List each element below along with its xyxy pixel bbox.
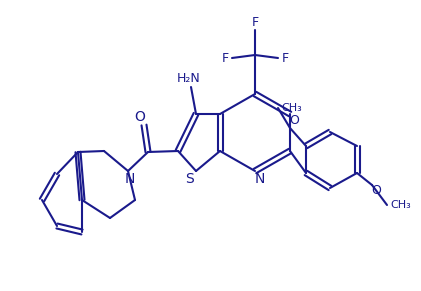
Text: F: F [251, 17, 258, 29]
Text: H₂N: H₂N [177, 72, 201, 84]
Text: N: N [125, 172, 135, 186]
Text: O: O [289, 114, 299, 127]
Text: F: F [281, 52, 288, 65]
Text: O: O [135, 110, 145, 124]
Text: N: N [255, 172, 265, 186]
Text: O: O [371, 184, 381, 196]
Text: CH₃: CH₃ [390, 200, 411, 210]
Text: CH₃: CH₃ [281, 103, 302, 113]
Text: F: F [221, 52, 229, 65]
Text: S: S [186, 172, 195, 186]
